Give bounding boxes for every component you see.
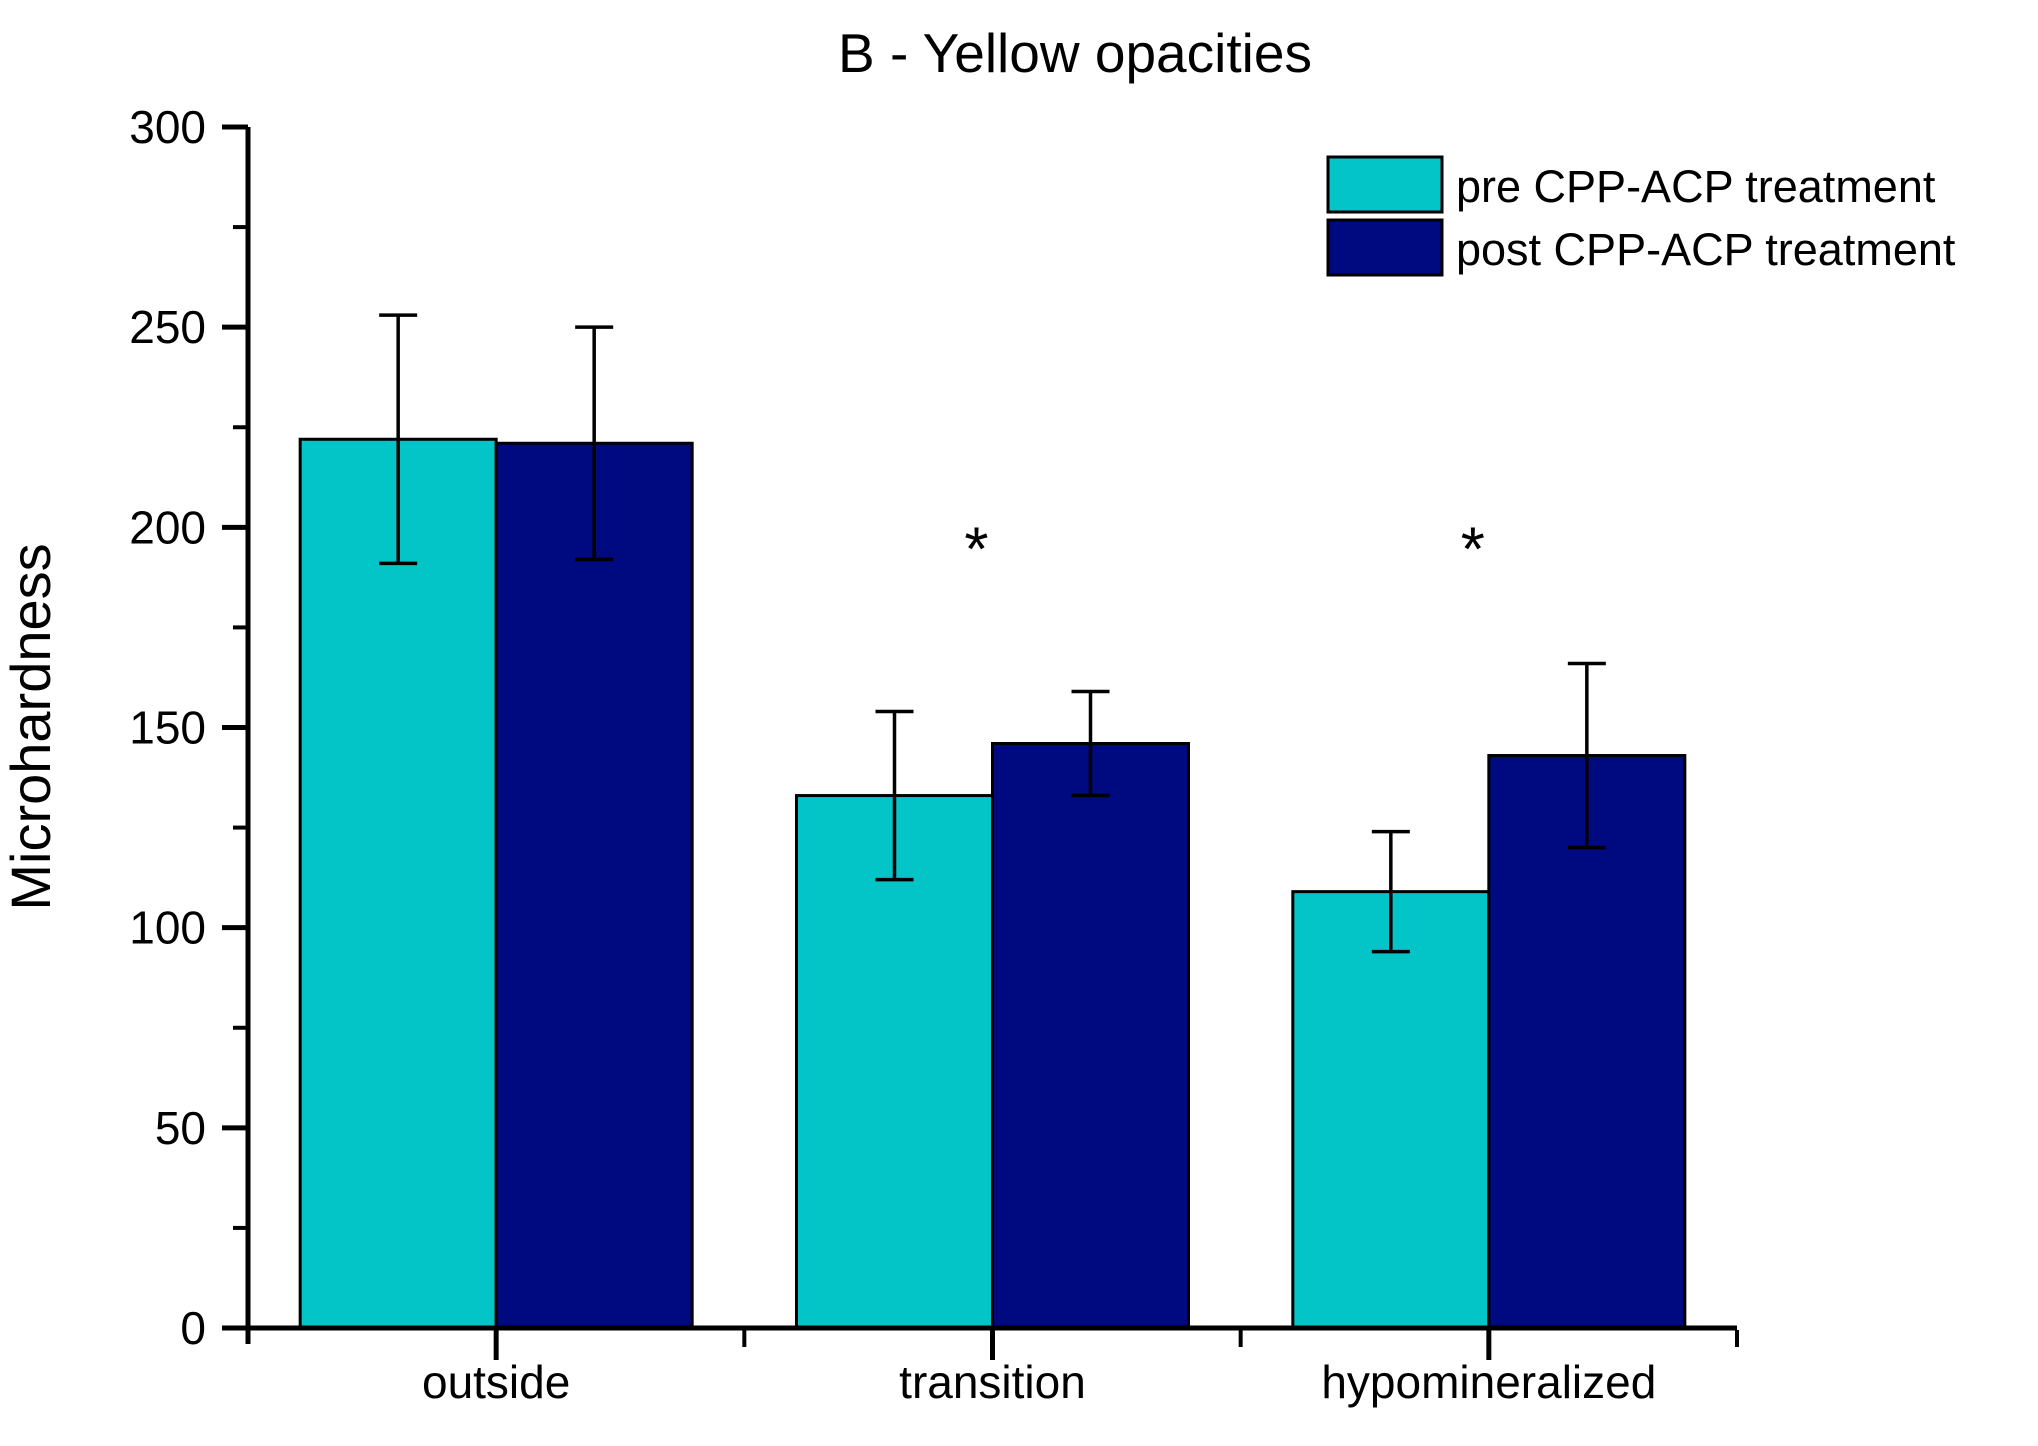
legend-swatch-pre xyxy=(1326,155,1444,214)
bar-pre-outside xyxy=(298,437,498,1330)
x-tick-label-hypomineralized: hypomineralized xyxy=(1321,1356,1656,1408)
bar-post-outside xyxy=(494,441,694,1330)
bar-post-hypomineralized xyxy=(1487,754,1687,1330)
legend-label-post: post CPP-ACP treatment xyxy=(1456,224,1956,275)
y-tick-label-300: 300 xyxy=(129,101,206,153)
y-tick-label-50: 50 xyxy=(155,1102,206,1154)
y-tick-label-200: 200 xyxy=(129,501,206,553)
chart-title: B - Yellow opacities xyxy=(838,22,1312,84)
x-tick-label-transition: transition xyxy=(899,1356,1086,1408)
bar-post-transition xyxy=(991,742,1190,1330)
y-tick-label-0: 0 xyxy=(180,1302,206,1354)
y-tick-label-250: 250 xyxy=(129,301,206,353)
y-tick-label-150: 150 xyxy=(129,702,206,754)
y-tick-label-100: 100 xyxy=(129,902,206,954)
legend-label-pre: pre CPP-ACP treatment xyxy=(1456,161,1936,212)
significance-asterisk-transition: * xyxy=(964,515,988,584)
y-axis-label: Microhardness xyxy=(0,543,62,910)
legend-swatch-post xyxy=(1326,218,1444,277)
x-tick-label-outside: outside xyxy=(422,1356,570,1408)
bar-pre-hypomineralized xyxy=(1291,890,1491,1330)
significance-asterisk-hypomineralized: * xyxy=(1461,515,1485,584)
bar-pre-transition xyxy=(795,794,994,1330)
